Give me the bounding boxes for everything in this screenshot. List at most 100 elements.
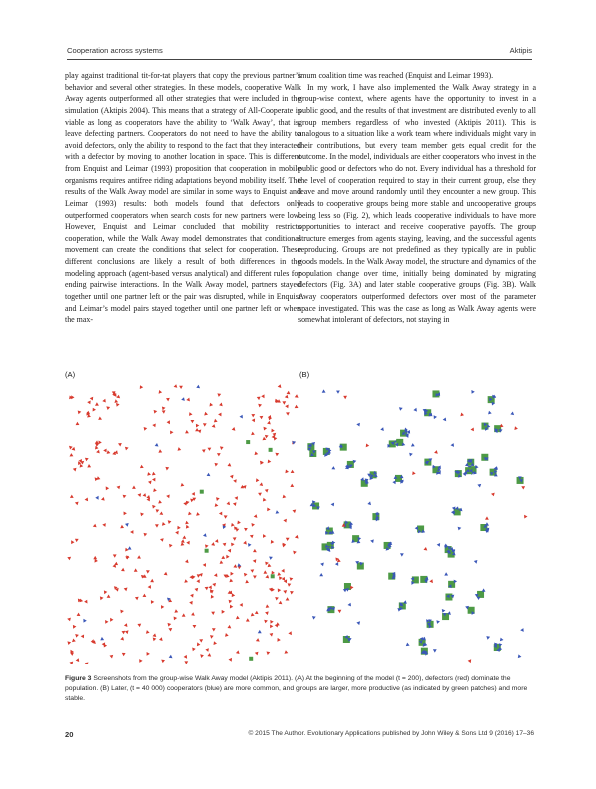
- cooperator-agent: [491, 401, 496, 406]
- cooperator-agent: [494, 428, 498, 432]
- cooperator-agent: [518, 476, 522, 480]
- defector-agent: [185, 500, 190, 505]
- defector-agent: [294, 404, 299, 409]
- cooperator-agent: [394, 442, 399, 447]
- defector-agent: [95, 402, 99, 406]
- cooperator-agent: [441, 609, 446, 613]
- cooperator-agent: [391, 575, 396, 580]
- defector-agent: [285, 597, 290, 601]
- defector-agent: [159, 511, 164, 515]
- cooperator-agent: [489, 397, 493, 402]
- defector-agent: [113, 393, 117, 397]
- defector-agent: [106, 450, 111, 454]
- cooperator-agent: [463, 470, 468, 475]
- green-patch: [270, 574, 275, 579]
- defector-agent: [183, 501, 187, 506]
- figure-panel-a: [65, 383, 302, 664]
- defector-agent: [210, 594, 215, 599]
- cooperator-agent: [520, 628, 524, 632]
- defector-agent: [116, 403, 120, 407]
- defector-agent: [120, 636, 124, 641]
- defector-agent: [231, 522, 235, 527]
- defector-agent: [222, 542, 227, 547]
- defector-agent: [137, 623, 142, 628]
- defector-agent: [98, 440, 102, 445]
- header-rule: [67, 59, 532, 60]
- cooperator-agent: [401, 442, 406, 446]
- green-patch: [343, 583, 351, 591]
- defector-agent: [84, 599, 88, 604]
- green-patch: [442, 613, 450, 621]
- cooperator-agent: [469, 468, 473, 473]
- defector-agent: [202, 563, 206, 567]
- cooperator-agent: [331, 545, 335, 550]
- cooperator-agent: [356, 539, 361, 544]
- cooperator-agent: [493, 470, 498, 474]
- defector-agent: [123, 587, 128, 592]
- cooperator-agent: [393, 475, 398, 479]
- cooperator-agent: [405, 642, 410, 647]
- defector-agent: [262, 497, 267, 502]
- cooperator-agent: [168, 654, 173, 659]
- defector-agent: [72, 624, 77, 629]
- defector-agent: [226, 554, 230, 559]
- defector-agent: [251, 523, 255, 527]
- cooperator-agent: [428, 619, 432, 623]
- defector-agent: [121, 567, 125, 572]
- cooperator-agent: [496, 648, 500, 652]
- defector-agent: [173, 616, 178, 621]
- cooperator-agent: [450, 594, 455, 599]
- cooperator-agent: [316, 506, 320, 510]
- green-patch: [309, 450, 317, 458]
- defector-agent: [189, 575, 193, 579]
- defector-agent: [147, 585, 151, 589]
- defector-agent: [460, 412, 464, 417]
- defector-agent: [126, 555, 130, 559]
- defector-agent: [233, 564, 238, 568]
- defector-agent: [120, 524, 124, 529]
- defector-agent: [146, 652, 150, 656]
- defector-agent: [102, 523, 106, 527]
- copyright-line: © 2015 The Author. Evolutionary Applicat…: [248, 730, 534, 737]
- defector-agent: [263, 570, 268, 574]
- defector-agent: [196, 574, 201, 578]
- defector-agent: [335, 557, 339, 562]
- defector-agent: [223, 515, 228, 519]
- defector-agent: [98, 416, 102, 420]
- cooperator-agent: [446, 594, 450, 598]
- green-patch: [369, 471, 377, 479]
- cooperator-agent: [485, 522, 489, 526]
- cooperator-agent: [481, 588, 486, 592]
- figure-caption: Figure 3 Screenshots from the group-wise…: [65, 674, 535, 704]
- running-head: Cooperation across systems Aktipis: [67, 46, 532, 58]
- defector-agent: [228, 657, 232, 662]
- defector-agent: [180, 482, 185, 487]
- defector-agent: [277, 588, 282, 593]
- defector-agent: [130, 530, 134, 534]
- defector-agent: [170, 430, 174, 435]
- defector-agent: [499, 423, 504, 428]
- cooperator-agent: [451, 548, 456, 553]
- green-patch: [396, 438, 404, 446]
- green-patch: [453, 508, 461, 516]
- defector-agent: [175, 530, 179, 535]
- defector-agent: [166, 494, 170, 499]
- green-patch: [444, 546, 452, 554]
- cooperator-agent: [474, 464, 479, 469]
- cooperator-agent: [436, 392, 441, 396]
- cooperator-agent: [222, 525, 227, 529]
- defector-agent: [211, 611, 215, 615]
- defector-agent: [223, 574, 228, 578]
- cooperator-agent: [355, 561, 359, 565]
- defector-agent: [142, 493, 147, 497]
- green-patch: [395, 474, 403, 482]
- cooperator-agent: [326, 607, 331, 611]
- cooperator-agent: [421, 529, 426, 533]
- defector-agent: [140, 512, 144, 517]
- defector-agent: [217, 393, 222, 397]
- defector-agent: [116, 485, 121, 490]
- cooperator-agent: [399, 606, 404, 611]
- cooperator-agent: [483, 422, 488, 427]
- green-patch: [420, 575, 428, 583]
- defector-agent: [240, 484, 245, 489]
